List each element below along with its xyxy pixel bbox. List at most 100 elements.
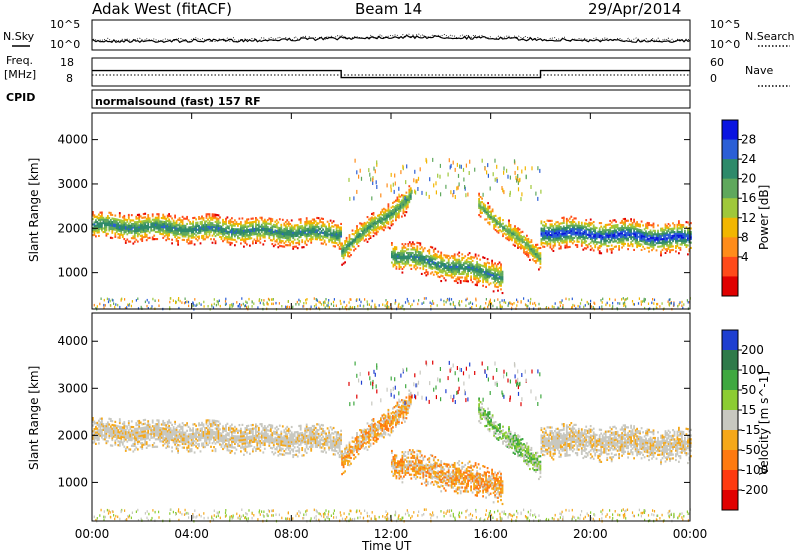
power-cell [390,215,393,218]
power-cell [527,243,530,246]
power-cell [499,304,501,307]
power-cell [491,210,494,213]
power-cell [402,198,405,201]
power-cell [606,239,609,242]
power-cell [592,242,595,245]
power-cell [217,230,220,233]
power-cell [429,272,432,275]
power-cell [386,209,388,212]
power-cell [549,235,552,238]
power-cell [101,229,103,232]
power-cell [394,246,396,249]
power-cell [246,229,248,232]
power-cell [478,199,480,202]
power-cell [494,283,496,286]
power-cell [259,236,262,239]
power-cell [413,178,415,183]
power-cell [589,234,592,237]
power-cell [646,227,649,230]
power-cell [213,302,215,306]
power-cell [207,223,209,226]
power-cell [202,217,205,220]
power-cell [618,232,620,235]
power-cell [663,236,665,239]
power-cell [135,217,138,220]
power-cell [601,301,603,304]
power-cell [555,239,558,242]
power-cell [243,224,245,227]
power-cell [422,262,425,265]
power-cell [495,266,498,269]
power-cell [444,266,447,269]
power-cell [225,232,227,235]
power-cell [450,163,452,168]
power-cell [585,233,588,236]
velocity-cell [123,436,126,439]
power-cell [127,240,130,243]
power-cell [518,178,520,183]
power-cell [458,278,461,281]
power-cell [223,231,226,234]
power-cell [676,230,679,233]
power-cell [174,214,176,217]
power-cell [400,260,402,263]
power-cell [308,229,311,232]
power-cell [121,216,124,219]
power-cell [574,244,577,247]
power-cell [535,251,537,254]
power-cell [684,242,686,245]
power-cell [426,258,429,261]
nsky-label: N.Sky [3,30,35,43]
power-cell [623,304,625,307]
power-cell [508,232,510,235]
power-cell [210,218,212,221]
power-cell [688,239,691,242]
power-cell [478,192,480,195]
power-cell [172,224,175,227]
power-cell [565,246,568,249]
power-cell [437,173,439,178]
cpid-label: CPID [6,91,35,104]
power-cell [453,280,456,283]
velocity-cell [96,435,99,438]
power-cell [172,299,174,302]
power-cell [497,277,499,280]
power-cell [570,222,573,225]
power-cell [277,232,280,235]
power-cell [401,259,404,262]
power-cell [520,234,522,237]
power-cell [257,227,260,230]
power-cell [240,228,242,231]
power-cell [500,263,502,266]
power-cell [453,267,456,270]
power-cell [271,234,274,237]
power-cell [272,225,275,228]
velocity-cell [114,424,117,427]
power-cell [562,225,565,228]
power-cell [452,271,455,274]
power-cell [664,251,667,254]
power-cell [223,228,226,231]
power-cell [487,305,489,309]
power-cell [571,229,574,232]
power-cell [402,212,405,215]
power-cell [341,254,343,257]
power-cell [667,240,670,243]
power-cell [511,237,513,240]
power-cell [514,244,516,247]
power-cell [281,233,284,236]
power-cell [514,239,516,242]
power-cell [135,215,138,218]
power-cell [559,226,562,229]
power-cell [594,226,597,229]
power-cell [515,238,518,241]
power-cell [684,236,686,239]
power-cell [477,279,480,282]
power-cell [552,230,555,233]
power-cell [232,302,234,306]
power-cell [411,243,414,246]
power-cell [306,298,308,301]
power-cell [262,220,265,223]
power-cell [102,227,105,230]
power-cell [556,237,559,240]
